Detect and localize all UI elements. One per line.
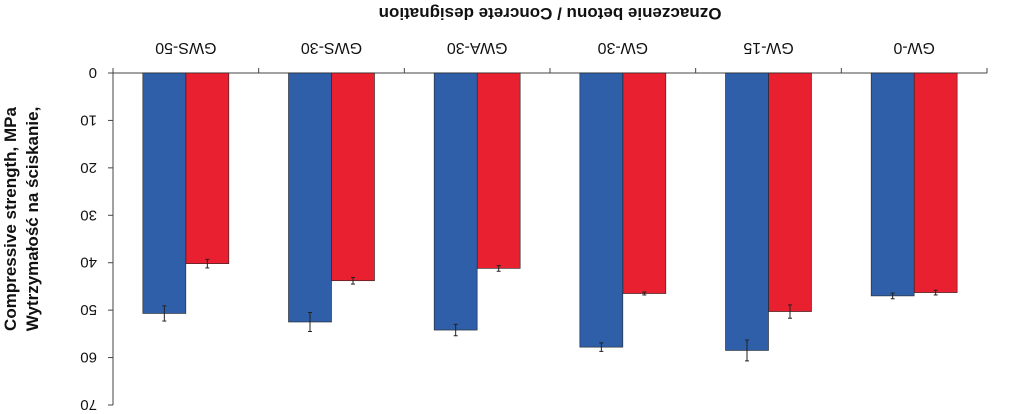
chart-flipped-group: 0 10 20 30 40 50 60 70 Oznaczenie betonu / Conc… [1,4,988,413]
category-label: GW-30 [598,39,648,56]
y-tick-label: 0 [89,64,97,81]
bar [433,72,478,331]
bar [476,72,521,269]
bar [185,72,230,264]
bar [622,72,667,294]
bar [870,72,915,297]
category-label: GW-0 [893,39,935,56]
y-tick-label: 60 [80,349,97,366]
category-label: GWA-30 [447,39,508,56]
bar [913,72,958,293]
axes: 0 10 20 30 40 50 60 70 [80,64,988,413]
category-label: GW-15 [743,39,793,56]
y-tick-label: 50 [80,301,97,318]
bar [142,72,187,314]
bar [331,72,375,282]
bars [142,72,958,362]
labels: Oznaczenie betonu / Concrete designation… [1,4,935,331]
y-axis-title-line-1: Wytrzymałość na ściskanie, [23,107,42,332]
bar [288,72,332,323]
y-tick-label: 20 [80,159,97,176]
y-axis-title-line-2: Compressive strength, MPa [1,107,20,331]
bar [579,72,624,348]
y-tick-label: 10 [80,111,97,128]
category-label: GWS-50 [155,39,216,56]
y-tick-label: 70 [80,396,97,413]
x-axis-title: Oznaczenie betonu / Concrete designation [379,4,722,23]
bar [768,72,812,312]
bar [725,72,769,351]
y-tick-label: 30 [80,206,97,223]
y-tick-label: 40 [80,254,97,271]
category-label: GWS-30 [301,39,362,56]
